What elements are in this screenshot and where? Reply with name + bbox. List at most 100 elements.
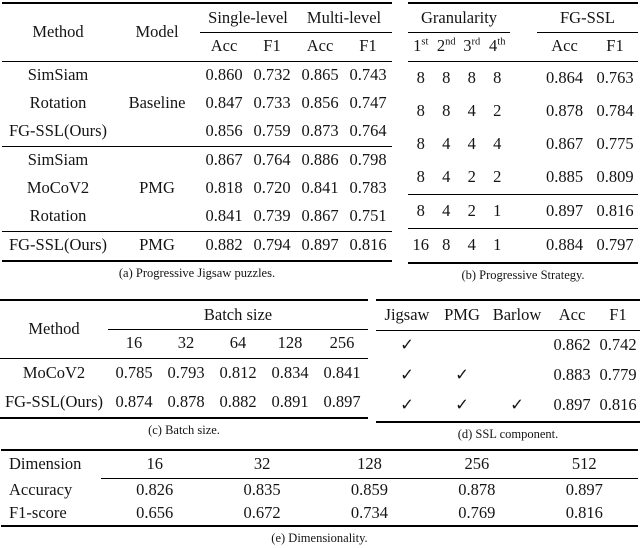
table-e-caption: (e) Dimensionality. bbox=[271, 530, 368, 545]
col-header-size: 64 bbox=[212, 329, 264, 359]
col-header-acc: Acc bbox=[296, 32, 345, 62]
data-cell: 0.816 bbox=[599, 395, 637, 415]
col-header-size: 128 bbox=[264, 329, 316, 359]
row-label-cell: Accuracy bbox=[9, 479, 73, 499]
ordinal-base: 1 bbox=[413, 36, 422, 56]
data-cell: 0.882 bbox=[200, 230, 248, 261]
ordinal-sup: rd bbox=[471, 36, 481, 48]
ordinal-base: 2 bbox=[436, 36, 446, 56]
col-header-dim: 128 bbox=[315, 450, 424, 479]
col-header-f1: F1 bbox=[248, 32, 297, 62]
table-row: MoCoV2 0.785 0.793 0.812 0.834 0.841 bbox=[0, 358, 368, 387]
data-cell: 0.798 bbox=[344, 145, 393, 175]
data-cell: 0.873 bbox=[301, 121, 339, 141]
col-header-single-level: Single-level bbox=[200, 3, 297, 33]
column-spacer bbox=[510, 95, 537, 128]
checkmark-cell: ✓ bbox=[455, 395, 469, 415]
table-c-batch-size: Method Batch size 16 32 64 128 256 MoCoV… bbox=[0, 299, 368, 419]
data-cell: 0.734 bbox=[350, 502, 389, 522]
data-cell: 0.897 bbox=[296, 230, 345, 261]
table-row: 8 8 8 8 0.864 0.763 bbox=[408, 61, 638, 94]
ordinal-sup: nd bbox=[445, 36, 456, 48]
table-row: 8 4 2 1 0.897 0.816 bbox=[408, 193, 638, 229]
data-cell: 8 bbox=[467, 67, 476, 87]
data-cell: 2 bbox=[493, 166, 502, 186]
checkmark-cell bbox=[486, 330, 548, 360]
data-cell: 0.878 bbox=[545, 100, 584, 120]
data-cell: 0.841 bbox=[301, 178, 339, 198]
data-cell: 0.862 bbox=[553, 335, 591, 355]
data-cell: 2 bbox=[459, 193, 485, 229]
data-cell: 0.867 bbox=[301, 206, 339, 226]
data-cell: 4 bbox=[493, 133, 502, 153]
ordinal-base: 3 bbox=[463, 36, 472, 56]
data-cell: 2 bbox=[467, 166, 476, 186]
row-label-cell: Rotation bbox=[29, 93, 87, 113]
data-cell: 1 bbox=[484, 227, 510, 263]
col-header-fg-ssl: FG-SSL bbox=[537, 3, 638, 33]
data-cell: 0.878 bbox=[167, 391, 205, 411]
data-cell: 0.720 bbox=[253, 178, 291, 198]
row-label-cell: Rotation bbox=[29, 206, 87, 226]
data-cell: 0.784 bbox=[596, 100, 634, 120]
table-b-caption: (b) Progressive Strategy. bbox=[461, 267, 585, 282]
table-c-block: Method Batch size 16 32 64 128 256 MoCoV… bbox=[0, 299, 368, 438]
data-cell: 0.847 bbox=[205, 93, 243, 113]
data-cell: 0.763 bbox=[596, 67, 634, 87]
data-cell: 0.856 bbox=[301, 93, 339, 113]
data-cell: 0.835 bbox=[243, 479, 281, 499]
row-label-cell: MoCoV2 bbox=[22, 362, 86, 382]
checkmark-cell: ✓ bbox=[455, 365, 469, 385]
data-cell: 0.672 bbox=[243, 502, 281, 522]
table-row: 8 4 2 2 0.885 0.809 bbox=[408, 161, 638, 194]
data-cell: 0.891 bbox=[271, 391, 309, 411]
data-cell: 0.841 bbox=[323, 362, 361, 382]
row-label-cell: FG-SSL(Ours) bbox=[4, 391, 104, 411]
col-header-ordinal-4th: 4th bbox=[484, 32, 510, 62]
data-cell: 0.834 bbox=[271, 362, 309, 382]
data-cell: 0.812 bbox=[219, 362, 257, 382]
row-label-cell: MoCoV2 bbox=[26, 178, 90, 198]
data-cell: 0.878 bbox=[458, 479, 496, 499]
table-row: ✓ ✓ 0.883 0.779 bbox=[376, 361, 640, 391]
col-header-f1: F1 bbox=[596, 300, 640, 331]
table-row: Rotation 0.847 0.733 0.856 0.747 bbox=[2, 90, 392, 118]
data-cell: 0.809 bbox=[596, 166, 634, 186]
col-header-dim: 256 bbox=[423, 450, 531, 479]
data-cell: 0.794 bbox=[248, 230, 297, 261]
data-cell: 4 bbox=[467, 133, 476, 153]
ordinal-sup: th bbox=[497, 36, 506, 48]
col-header-batch-size: Batch size bbox=[108, 300, 368, 330]
data-cell: 0.797 bbox=[592, 227, 638, 263]
data-cell: 2 bbox=[493, 100, 502, 120]
data-cell: 0.882 bbox=[219, 391, 257, 411]
col-header-dimension: Dimension bbox=[9, 454, 82, 474]
col-header-acc: Acc bbox=[200, 32, 248, 62]
model-group-cell: PMG bbox=[114, 230, 200, 261]
column-spacer bbox=[510, 61, 537, 94]
column-spacer bbox=[510, 128, 537, 161]
data-cell: 0.860 bbox=[205, 65, 243, 85]
table-row: Rotation 0.841 0.739 0.867 0.751 bbox=[2, 203, 392, 231]
table-d-ssl-component: Jigsaw PMG Barlow Acc F1 ✓ 0.862 0.742 ✓ bbox=[376, 299, 640, 423]
col-header-dim: 512 bbox=[530, 450, 638, 479]
data-cell: 0.743 bbox=[349, 65, 387, 85]
model-group-cell: PMG bbox=[114, 145, 200, 232]
table-row: 8 8 4 2 0.878 0.784 bbox=[408, 95, 638, 128]
data-cell: 0.779 bbox=[599, 365, 637, 385]
data-cell: 0.816 bbox=[344, 230, 393, 261]
data-cell: 0.897 bbox=[323, 391, 361, 411]
col-header-size: 16 bbox=[108, 329, 160, 359]
col-header-acc: Acc bbox=[537, 32, 592, 62]
table-row: 8 4 4 4 0.867 0.775 bbox=[408, 128, 638, 161]
col-header-f1: F1 bbox=[344, 32, 393, 62]
column-spacer bbox=[510, 3, 537, 32]
checkmark-cell: ✓ bbox=[510, 395, 524, 415]
data-cell: 0.865 bbox=[301, 65, 339, 85]
col-header-ordinal-1st: 1st bbox=[408, 32, 434, 62]
table-a-block: Method Model Single-level Multi-level Ac… bbox=[2, 2, 393, 281]
table-row: FG-SSL(Ours) 0.874 0.878 0.882 0.891 0.8… bbox=[0, 388, 368, 418]
col-header-model: Model bbox=[114, 3, 200, 62]
table-row: FG-SSL(Ours) 0.856 0.759 0.873 0.764 bbox=[2, 118, 392, 146]
data-cell: 0.841 bbox=[205, 206, 243, 226]
